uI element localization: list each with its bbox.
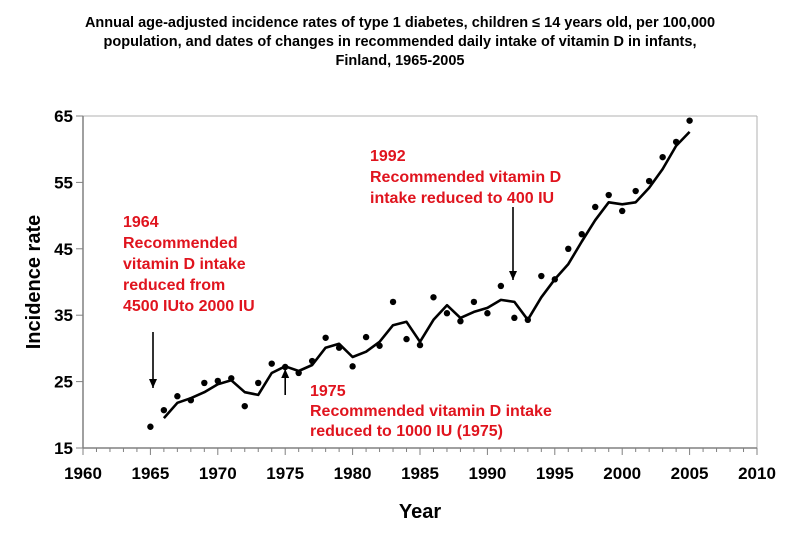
y-tick-label: 65 xyxy=(54,107,73,126)
annotation: 1964 Recommended vitamin D intake reduced f… xyxy=(123,214,255,388)
data-point xyxy=(187,396,195,404)
data-point xyxy=(538,272,545,280)
annotation-arrow-head xyxy=(281,369,290,378)
annotation-text: reduced to 1000 IU (1975) xyxy=(310,423,503,440)
y-tick-label: 15 xyxy=(54,439,73,458)
annotation-text: 1992 xyxy=(370,148,406,165)
x-tick-label: 1995 xyxy=(536,464,574,483)
annotation-text: vitamin D intake xyxy=(123,256,246,273)
data-point xyxy=(592,203,599,211)
data-point xyxy=(349,363,356,370)
data-point xyxy=(457,317,464,325)
data-point xyxy=(376,342,383,349)
annotation-text: 4500 IUto 2000 IU xyxy=(123,298,255,315)
annotation: 1992 Recommended vitamin D intake reduced … xyxy=(370,148,561,280)
x-tick-label: 1965 xyxy=(131,464,169,483)
data-point xyxy=(214,377,221,385)
annotation-text: Recommended xyxy=(123,235,238,252)
points-series xyxy=(147,117,693,430)
data-point xyxy=(308,357,316,365)
data-point xyxy=(443,310,451,317)
data-point xyxy=(160,406,168,414)
x-axis: 1960 1965 1970 1975 1980 1985 1990 1995 2000 2005… xyxy=(64,448,776,483)
x-tick-label: 2000 xyxy=(603,464,641,483)
y-axis: 15 25 35 45 55 65 xyxy=(54,107,83,458)
data-point xyxy=(416,341,424,349)
annotation-text: 1964 xyxy=(123,214,159,231)
data-point xyxy=(255,379,262,387)
annotation-text: Recommended vitamin D intake xyxy=(310,403,552,420)
data-point xyxy=(551,276,558,283)
x-tick-label: 1970 xyxy=(199,464,237,483)
y-axis-title: Incidence rate xyxy=(23,215,45,350)
data-point xyxy=(511,314,518,322)
x-tick-label: 1990 xyxy=(468,464,506,483)
annotation: 1975 Recommended vitamin D intake reduced … xyxy=(281,369,552,440)
y-tick-label: 45 xyxy=(54,240,73,259)
annotation-text: intake reduced to 400 IU xyxy=(370,190,554,207)
data-point xyxy=(619,207,626,215)
data-point xyxy=(497,282,505,290)
data-point xyxy=(322,334,329,341)
data-point xyxy=(578,230,585,238)
data-point xyxy=(632,187,639,195)
x-tick-label: 2005 xyxy=(671,464,709,483)
data-point xyxy=(282,363,289,371)
annotation-arrow-head xyxy=(509,271,517,280)
trend-line-series xyxy=(162,130,691,419)
data-point xyxy=(389,298,397,306)
data-point xyxy=(241,402,248,410)
data-point xyxy=(605,191,612,199)
annotations: 1964 Recommended vitamin D intake reduced f… xyxy=(123,148,561,440)
data-point xyxy=(403,335,410,343)
data-point xyxy=(470,298,478,306)
y-tick-label: 25 xyxy=(54,373,73,392)
data-point xyxy=(430,294,437,301)
data-point xyxy=(335,344,343,351)
annotation-arrow-head xyxy=(149,379,157,388)
data-point xyxy=(362,333,370,341)
data-point xyxy=(645,177,653,185)
chart-title: Annual age-adjusted incidence rates of t… xyxy=(84,15,716,69)
data-point xyxy=(484,310,491,317)
data-point xyxy=(147,423,154,430)
x-axis-title: Year xyxy=(399,501,441,523)
x-tick-label: 2010 xyxy=(738,464,776,483)
data-point xyxy=(659,153,666,161)
data-point xyxy=(672,138,680,146)
data-point xyxy=(201,379,208,387)
y-tick-label: 35 xyxy=(54,306,73,325)
y-tick-label: 55 xyxy=(54,173,73,192)
annotation-text: Recommended vitamin D xyxy=(370,169,561,186)
x-tick-label: 1980 xyxy=(334,464,372,483)
data-point xyxy=(295,369,302,377)
x-tick-label: 1985 xyxy=(401,464,439,483)
x-tick-label: 1960 xyxy=(64,464,102,483)
data-point xyxy=(228,375,235,382)
data-point xyxy=(268,360,275,367)
annotation-text: 1975 xyxy=(310,383,346,400)
annotation-text: reduced from xyxy=(123,277,225,294)
data-point xyxy=(686,117,693,124)
data-point xyxy=(524,316,532,324)
trend-line xyxy=(162,130,691,419)
data-point xyxy=(174,393,181,400)
data-point xyxy=(565,245,572,252)
x-tick-label: 1975 xyxy=(266,464,304,483)
